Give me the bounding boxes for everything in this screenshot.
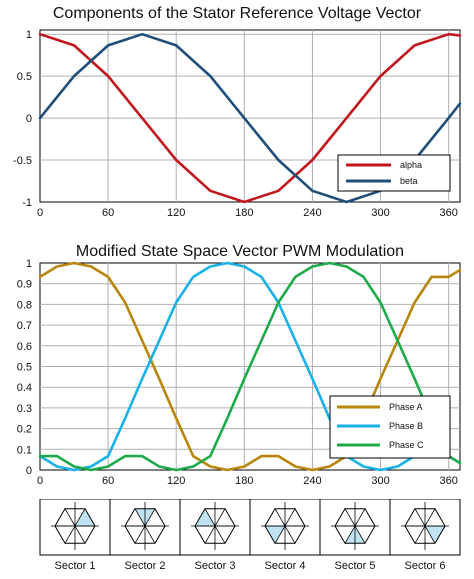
sector-diagram <box>401 502 449 550</box>
sector-diagram <box>191 502 239 550</box>
chart1-plot-frame <box>39 29 461 203</box>
x-tick-label: 240 <box>303 475 321 487</box>
sector-label: Sector 5 <box>335 560 376 572</box>
chart1-legend-box <box>337 154 451 192</box>
legend-label-phase-a: Phase A <box>389 402 423 412</box>
svpwm-modulation-chart: Modified State Space Vector PWM Modulati… <box>17 243 462 487</box>
y-tick-label: 0 <box>26 465 32 477</box>
chart1-x-tick-labels: 0 60 120 180 240 300 360 <box>37 207 458 219</box>
chart1-y-tick-labels: 1 0.5 0 -0.5 -1 <box>13 29 32 209</box>
x-tick-label: 300 <box>371 475 389 487</box>
x-tick-label: 180 <box>235 475 253 487</box>
y-tick-label: -0.5 <box>13 155 32 167</box>
sector-label: Sector 6 <box>405 560 446 572</box>
x-tick-label: 60 <box>102 475 114 487</box>
x-tick-label: 120 <box>167 207 185 219</box>
legend-label-phase-c: Phase C <box>389 440 424 450</box>
sector-diagram-strip: Sector 1 Sector 2 Sector 3 Sector 4 Sector 5… <box>39 499 461 572</box>
series-line-phase-a <box>38 261 462 472</box>
y-tick-label: 0.6 <box>17 341 32 353</box>
series-line-phase-c <box>38 261 462 472</box>
y-tick-label: 1 <box>26 258 32 270</box>
chart2-y-tick-labels: 1 0.9 0.8 0.7 0.6 0.5 0.4 0.3 0.2 0.1 0 <box>17 258 32 477</box>
sector-shaded-region <box>195 508 215 526</box>
sector-diagram <box>261 502 309 550</box>
x-tick-label: 300 <box>371 207 389 219</box>
y-tick-label: 0.3 <box>17 403 32 415</box>
sector-label: Sector 2 <box>125 560 166 572</box>
sector-diagram <box>331 502 379 550</box>
y-tick-label: 0.2 <box>17 424 32 436</box>
legend-label-alpha: alpha <box>400 160 422 170</box>
y-tick-label: -1 <box>22 197 32 209</box>
y-tick-label: 0.8 <box>17 299 32 311</box>
x-tick-label: 360 <box>439 475 457 487</box>
sector-shaded-region <box>265 526 285 544</box>
x-tick-label: 120 <box>167 475 185 487</box>
x-tick-label: 180 <box>235 207 253 219</box>
sector-label: Sector 4 <box>265 560 306 572</box>
y-tick-label: 0.1 <box>17 444 32 456</box>
sector-diagram <box>51 502 99 550</box>
y-tick-label: 0.7 <box>17 320 32 332</box>
series-line-phase-b <box>38 261 462 472</box>
y-tick-label: 0.5 <box>17 362 32 374</box>
series-line-alpha <box>38 32 462 204</box>
y-tick-label: 0.5 <box>17 71 32 83</box>
y-tick-label: 0.9 <box>17 279 32 291</box>
legend-label-beta: beta <box>400 176 418 186</box>
stator-voltage-chart: Components of the Stator Reference Volta… <box>13 5 462 219</box>
sector-shaded-region <box>425 526 445 544</box>
chart2-title: Modified State Space Vector PWM Modulati… <box>76 243 404 260</box>
x-tick-label: 60 <box>102 207 114 219</box>
chart1-title: Components of the Stator Reference Volta… <box>53 5 422 22</box>
chart2-series-lines <box>38 261 462 472</box>
y-tick-label: 1 <box>26 29 32 41</box>
x-tick-label: 360 <box>439 207 457 219</box>
chart1-legend: alpha beta <box>337 154 451 192</box>
chart2-legend: Phase A Phase B Phase C <box>329 395 451 459</box>
x-tick-label: 240 <box>303 207 321 219</box>
sector-label: Sector 1 <box>55 560 96 572</box>
x-tick-label: 0 <box>37 475 43 487</box>
legend-label-phase-b: Phase B <box>389 421 423 431</box>
x-tick-label: 0 <box>37 207 43 219</box>
sector-diagram <box>121 502 169 550</box>
y-tick-label: 0 <box>26 113 32 125</box>
sector-shaded-region <box>75 508 95 526</box>
sector-label: Sector 3 <box>195 560 236 572</box>
y-tick-label: 0.4 <box>17 382 32 394</box>
chart2-x-tick-labels: 0 60 120 180 240 300 360 <box>37 475 458 487</box>
